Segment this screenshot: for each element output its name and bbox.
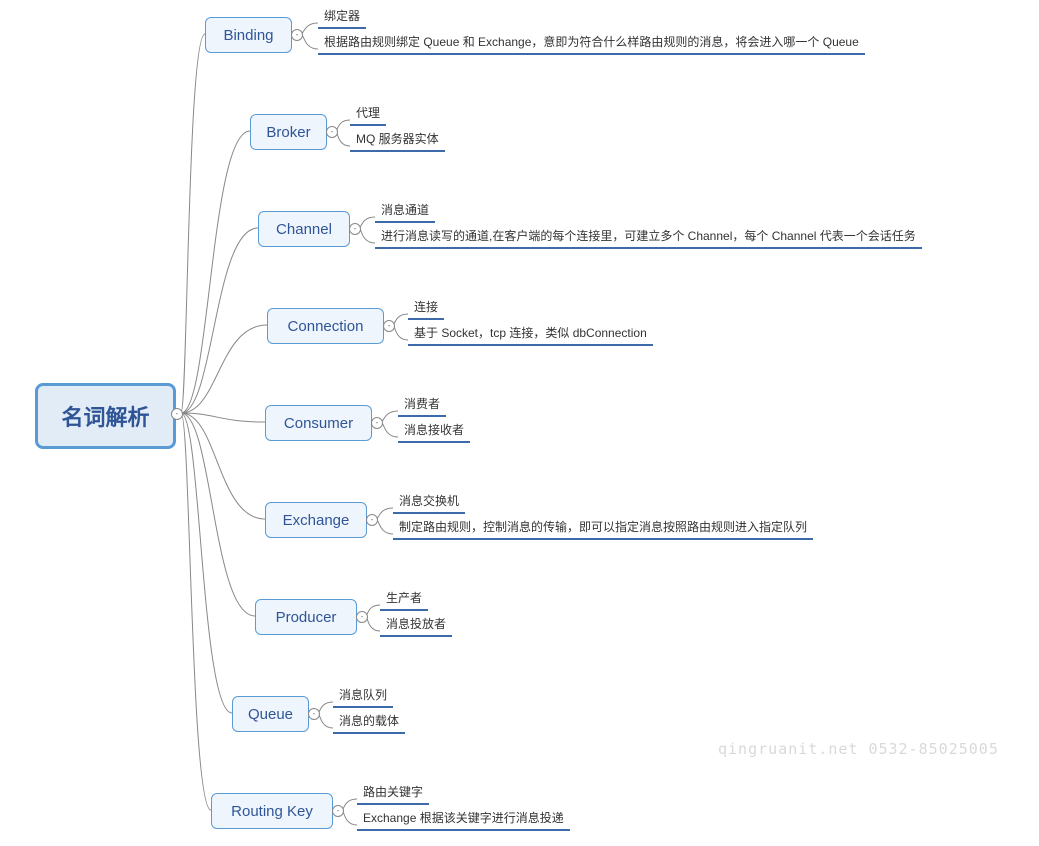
collapse-handle-icon[interactable]: - [171, 408, 183, 420]
branch-node-exchange[interactable]: Exchange [265, 502, 367, 538]
branch-node-binding[interactable]: Binding [205, 17, 292, 53]
leaf-node: MQ 服务器实体 [350, 128, 445, 152]
leaf-node: 基于 Socket，tcp 连接，类似 dbConnection [408, 322, 653, 346]
leaf-node: 消息通道 [375, 199, 435, 223]
collapse-handle-icon[interactable]: - [308, 708, 320, 720]
leaf-node: 制定路由规则，控制消息的传输，即可以指定消息按照路由规则进入指定队列 [393, 516, 813, 540]
leaf-node: 消息接收者 [398, 419, 470, 443]
leaf-node: 代理 [350, 102, 386, 126]
root-node[interactable]: 名词解析 [35, 383, 176, 449]
branch-node-producer[interactable]: Producer [255, 599, 357, 635]
leaf-node: 根据路由规则绑定 Queue 和 Exchange，意即为符合什么样路由规则的消… [318, 31, 865, 55]
leaf-node: 消息队列 [333, 684, 393, 708]
branch-node-channel[interactable]: Channel [258, 211, 350, 247]
collapse-handle-icon[interactable]: - [349, 223, 361, 235]
collapse-handle-icon[interactable]: - [371, 417, 383, 429]
branch-node-consumer[interactable]: Consumer [265, 405, 372, 441]
leaf-node: 绑定器 [318, 5, 366, 29]
branch-node-connection[interactable]: Connection [267, 308, 384, 344]
watermark-text: qingruanit.net 0532-85025005 [718, 740, 999, 758]
leaf-node: 路由关键字 [357, 781, 429, 805]
leaf-node: 消息交换机 [393, 490, 465, 514]
leaf-node: 生产者 [380, 587, 428, 611]
leaf-node: 进行消息读写的通道,在客户端的每个连接里，可建立多个 Channel，每个 Ch… [375, 225, 922, 249]
collapse-handle-icon[interactable]: - [326, 126, 338, 138]
collapse-handle-icon[interactable]: - [366, 514, 378, 526]
branch-node-broker[interactable]: Broker [250, 114, 327, 150]
collapse-handle-icon[interactable]: - [291, 29, 303, 41]
branch-node-queue[interactable]: Queue [232, 696, 309, 732]
leaf-node: Exchange 根据该关键字进行消息投递 [357, 807, 570, 831]
leaf-node: 消息投放者 [380, 613, 452, 637]
collapse-handle-icon[interactable]: - [383, 320, 395, 332]
leaf-node: 消费者 [398, 393, 446, 417]
branch-node-routingkey[interactable]: Routing Key [211, 793, 333, 829]
collapse-handle-icon[interactable]: - [332, 805, 344, 817]
leaf-node: 连接 [408, 296, 444, 320]
collapse-handle-icon[interactable]: - [356, 611, 368, 623]
leaf-node: 消息的载体 [333, 710, 405, 734]
